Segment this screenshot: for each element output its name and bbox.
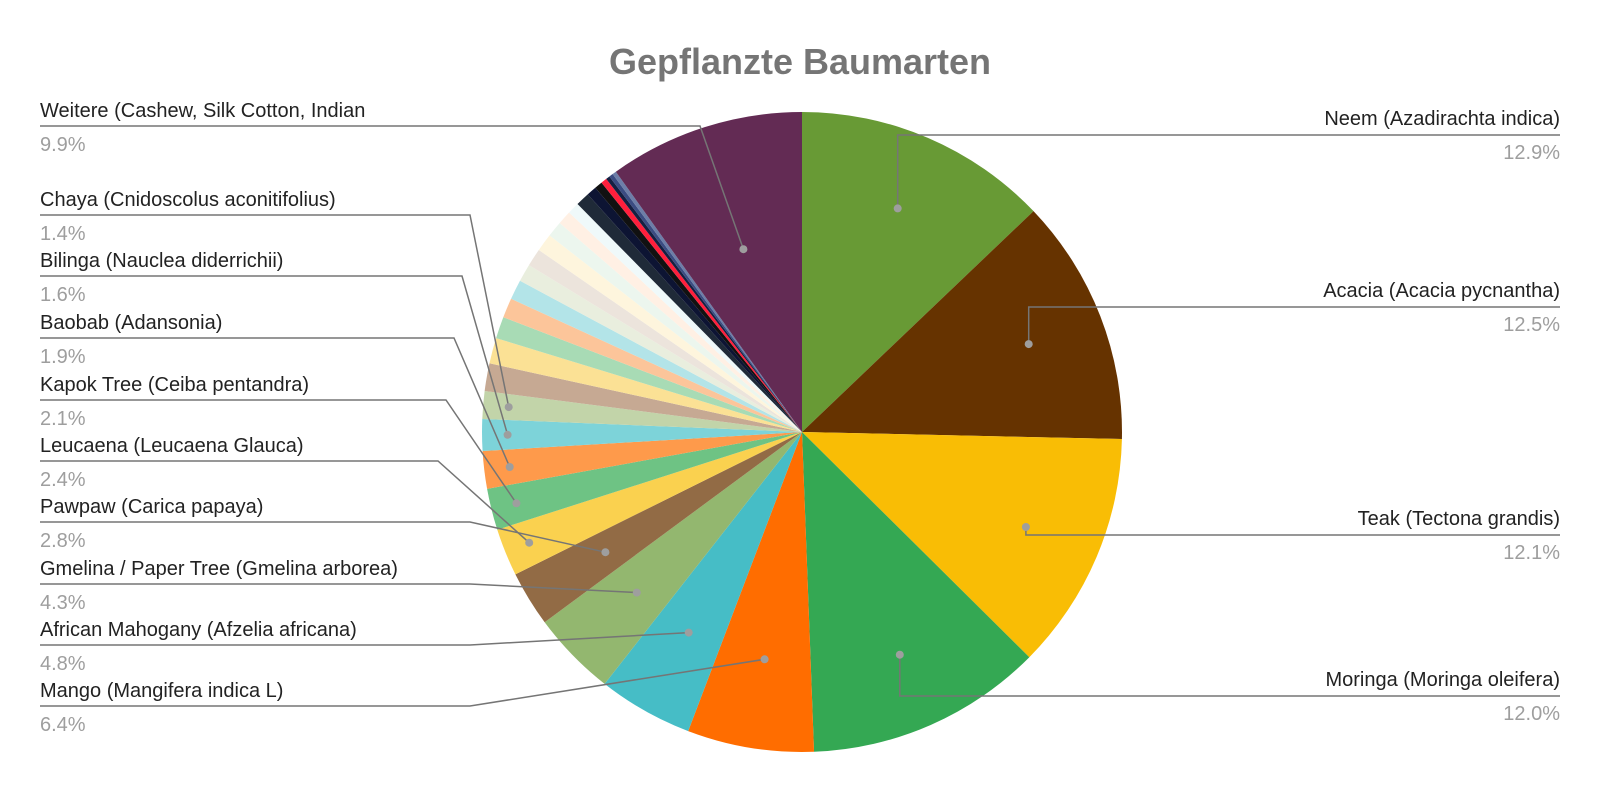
leader-dot-acacia — [1024, 340, 1033, 349]
label-mango: Mango (Mangifera indica L) — [40, 680, 283, 702]
pie-slice-17 — [503, 298, 802, 432]
pie-slice-31 — [612, 171, 802, 432]
leader-dot-chaya — [504, 403, 513, 412]
leader-dot-neem — [893, 204, 902, 213]
pct-weitere: 9.9% — [40, 134, 86, 156]
leader-dot-gmelina-paper-tree — [632, 588, 641, 597]
pie-slice-18 — [511, 280, 802, 432]
pie-slice-25 — [577, 194, 802, 432]
pct-pawpaw: 2.8% — [40, 530, 86, 552]
pct-neem: 12.9% — [1503, 142, 1560, 164]
label-acacia: Acacia (Acacia pycnantha) — [1323, 280, 1560, 302]
label-pawpaw: Pawpaw (Carica papaya) — [40, 496, 263, 518]
pie-slice-16 — [496, 317, 802, 432]
pct-kapok-tree: 2.1% — [40, 408, 86, 430]
pct-baobab: 1.9% — [40, 346, 86, 368]
leader-line-leucaena — [40, 460, 530, 544]
pie-slice-leucaena — [497, 432, 802, 575]
pie-slice-27 — [595, 182, 802, 432]
pie-slices — [482, 112, 1122, 752]
leader-line-mango — [40, 658, 765, 707]
leader-dot-pawpaw — [601, 548, 610, 557]
label-weitere: Weitere (Cashew, Silk Cotton, Indian — [40, 100, 365, 122]
leader-line-moringa — [899, 654, 1560, 697]
label-gmelina-paper-tree: Gmelina / Paper Tree (Gmelina arborea) — [40, 558, 398, 580]
pie-slice-29 — [606, 176, 802, 432]
label-bilinga: Bilinga (Nauclea diderrichii) — [40, 250, 283, 272]
label-leucaena: Leucaena (Leucaena Glauca) — [40, 435, 304, 457]
label-african-mahogany: African Mahogany (Afzelia africana) — [40, 619, 357, 641]
pie-slice-19 — [519, 265, 802, 432]
leader-line-baobab — [40, 337, 511, 468]
pie-slice-pawpaw — [515, 432, 802, 623]
pie-slice-mango — [688, 432, 815, 752]
label-kapok-tree: Kapok Tree (Ceiba pentandra) — [40, 374, 309, 396]
pie-slice-28 — [601, 178, 802, 432]
leader-line-african-mahogany — [40, 631, 689, 646]
chart-title: Gepflanzte Baumarten — [609, 41, 991, 82]
pie-slice-acacia — [802, 211, 1122, 440]
leader-dot-mango — [760, 655, 769, 664]
pie-slice-gmelina-paper-tree — [544, 432, 802, 684]
pie-slice-bilinga — [482, 418, 802, 452]
pie-slice-chaya — [482, 390, 802, 432]
pie-slice-baobab — [482, 432, 802, 489]
label-chaya: Chaya (Cnidoscolus aconitifolius) — [40, 189, 336, 211]
leader-dot-moringa — [895, 650, 904, 659]
pie-slice-14 — [484, 363, 802, 432]
pct-moringa: 12.0% — [1503, 703, 1560, 725]
pie-slice-kapok-tree — [487, 432, 802, 530]
pie-slice-20 — [528, 249, 802, 432]
pie-slice-22 — [549, 223, 802, 432]
pct-bilinga: 1.6% — [40, 284, 86, 306]
leader-dot-bilinga — [503, 430, 512, 439]
pie-slice-26 — [587, 187, 802, 432]
pie-slice-teak — [802, 432, 1122, 658]
pie-slice-30 — [609, 174, 802, 432]
pct-teak: 12.1% — [1503, 542, 1560, 564]
pct-acacia: 12.5% — [1503, 314, 1560, 336]
label-moringa: Moringa (Moringa oleifera) — [1325, 669, 1560, 691]
pie-slice-moringa — [802, 432, 1030, 752]
label-neem: Neem (Azadirachta indica) — [1324, 108, 1560, 130]
pie-slice-african-mahogany — [604, 432, 802, 732]
pct-gmelina-paper-tree: 4.3% — [40, 592, 86, 614]
leader-line-chaya — [40, 214, 510, 408]
pie-slice-15 — [489, 338, 802, 432]
leader-dot-leucaena — [525, 538, 534, 547]
leader-line-acacia — [1027, 306, 1560, 345]
leader-dot-teak — [1021, 523, 1030, 531]
leader-line-weitere — [40, 125, 745, 250]
pct-leucaena: 2.4% — [40, 469, 86, 491]
pie-slice-23 — [559, 212, 802, 432]
leader-dot-kapok-tree — [512, 499, 521, 508]
label-baobab: Baobab (Adansonia) — [40, 312, 222, 334]
leader-dot-african-mahogany — [684, 628, 693, 637]
pie-slice-weitere — [615, 112, 802, 432]
pie-slice-24 — [569, 203, 802, 432]
leader-line-kapok-tree — [40, 399, 518, 504]
leader-line-neem — [896, 134, 1560, 209]
pct-chaya: 1.4% — [40, 223, 86, 245]
pie-labels: Neem (Azadirachta indica) 12.9% Acacia (Ac… — [40, 100, 1560, 736]
leader-line-pawpaw — [40, 521, 606, 553]
label-teak: Teak (Tectona grandis) — [1358, 508, 1560, 530]
leader-dot-weitere — [739, 245, 748, 254]
pie-slice-neem — [802, 112, 1034, 432]
pct-african-mahogany: 4.8% — [40, 653, 86, 675]
leader-line-gmelina-paper-tree — [40, 583, 637, 594]
leader-line-bilinga — [40, 275, 509, 436]
pie-slice-21 — [538, 235, 802, 432]
pct-mango: 6.4% — [40, 714, 86, 736]
leader-dot-baobab — [505, 463, 514, 471]
